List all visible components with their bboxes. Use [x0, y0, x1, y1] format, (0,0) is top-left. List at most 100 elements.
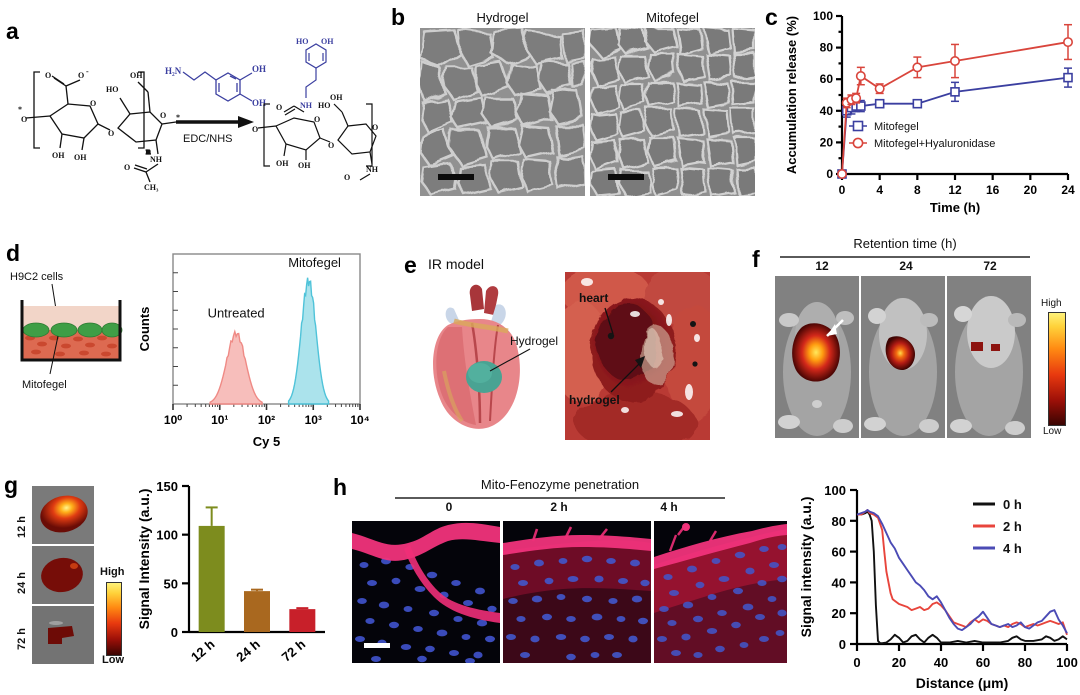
svg-text:O: O — [45, 71, 51, 80]
panel-label-c: c — [765, 4, 778, 30]
svg-text:HO: HO — [106, 85, 118, 94]
svg-text:20: 20 — [820, 135, 834, 149]
svg-text:O: O — [372, 123, 378, 132]
svg-text:*: * — [18, 105, 22, 114]
svg-text:OH: OH — [74, 153, 87, 162]
panel-h-col-0: 0 — [445, 500, 453, 514]
dapi-nuclei — [355, 557, 497, 663]
svg-text:40: 40 — [934, 655, 948, 670]
panel-g-row-72h: 72 h — [16, 628, 28, 651]
panel-a-chemistry: n O * O O - O OH OH — [18, 30, 383, 192]
svg-text:60: 60 — [832, 545, 846, 560]
svg-text:0: 0 — [839, 183, 846, 197]
panel-label-a: a — [6, 18, 19, 44]
svg-text:10¹: 10¹ — [211, 413, 228, 427]
svg-text:0 h: 0 h — [1003, 497, 1022, 512]
svg-text:CH₃: CH₃ — [144, 183, 159, 192]
svg-text:0: 0 — [839, 637, 846, 652]
svg-text:Mitofegel: Mitofegel — [874, 121, 919, 133]
scale-bar — [608, 174, 644, 180]
svg-text:80: 80 — [820, 41, 834, 55]
svg-text:O: O — [314, 115, 320, 124]
panel-f-col-24: 24 — [899, 259, 913, 273]
svg-text:2 h: 2 h — [1003, 519, 1022, 534]
fluor-image-0h — [352, 521, 500, 663]
svg-text:0: 0 — [171, 625, 178, 640]
signal-hotspot — [971, 342, 1000, 351]
panel-label-e: e — [404, 252, 417, 278]
svg-text:0: 0 — [853, 655, 860, 670]
svg-text:O: O — [276, 103, 282, 112]
svg-text:72 h: 72 h — [279, 636, 309, 664]
panel-d-schematic: H9C2 cells Mitofegel — [8, 268, 133, 408]
surface-signal — [503, 535, 651, 555]
fluor-image-2h — [503, 521, 651, 663]
svg-text:Distance (μm): Distance (μm) — [916, 675, 1009, 691]
svg-text:100: 100 — [156, 528, 178, 543]
svg-text:Mitofegel: Mitofegel — [288, 255, 341, 270]
heart-illustration — [433, 284, 531, 429]
svg-text:150: 150 — [156, 479, 178, 494]
signal-hotspot — [792, 323, 840, 382]
signal-hotspot — [885, 336, 915, 371]
panel-f-colorbar — [1048, 312, 1066, 426]
svg-text:Untreated: Untreated — [208, 306, 265, 321]
reaction-arrow — [176, 116, 254, 128]
heart-image-24h — [32, 546, 94, 604]
svg-text:40: 40 — [820, 104, 834, 118]
svg-text:O: O — [78, 71, 84, 80]
svg-text:O: O — [108, 129, 114, 138]
panel-label-b: b — [391, 4, 406, 30]
svg-text:O: O — [124, 163, 130, 172]
svg-text:OH: OH — [130, 71, 143, 80]
svg-text:n: n — [146, 147, 151, 156]
svg-text:100: 100 — [824, 483, 846, 498]
svg-text:40: 40 — [832, 575, 846, 590]
svg-text:-: - — [86, 67, 89, 76]
panel-f-header-rule — [780, 256, 1030, 258]
svg-text:OH: OH — [52, 151, 65, 160]
sem-title-mitofegel: Mitofegel — [646, 10, 699, 25]
svg-text:100: 100 — [1056, 655, 1078, 670]
svg-text:O: O — [160, 111, 166, 120]
panel-g-scale-low: Low — [102, 654, 124, 666]
svg-text:100: 100 — [813, 9, 833, 23]
svg-text:80: 80 — [832, 514, 846, 529]
schematic-label-mitofegel: Mitofegel — [22, 379, 67, 391]
svg-text:NH: NH — [300, 101, 313, 110]
svg-text:O: O — [21, 115, 27, 124]
panel-f-col-12: 12 — [815, 259, 829, 273]
panel-f-scale-high: High — [1041, 298, 1062, 309]
svg-text:*: * — [176, 113, 180, 122]
svg-text:20: 20 — [1024, 183, 1038, 197]
panel-g-row-12h: 12 h — [16, 516, 28, 539]
svg-text:20: 20 — [892, 655, 906, 670]
panel-label-h: h — [333, 474, 348, 500]
surgical-photo: heart hydrogel — [565, 272, 710, 440]
mouse-image-12h — [775, 276, 859, 438]
svg-text:OH: OH — [252, 64, 266, 74]
mouse-image-24h — [861, 276, 945, 438]
svg-text:4 h: 4 h — [1003, 541, 1022, 556]
svg-text:Counts: Counts — [137, 307, 152, 352]
svg-text:O: O — [252, 125, 258, 134]
svg-text:10⁰: 10⁰ — [164, 413, 182, 427]
panel-g-bar-chart: 0 50 100 150 12 h 24 h 72 h Signal Intensity (a… — [135, 472, 335, 695]
product-catechol: HO OH NH — [296, 37, 334, 110]
panel-d-flow-chart: 10⁰ 10¹ 10² 10³ 10⁴ Counts Cy 5 Untreated Mitofe… — [135, 244, 370, 449]
sem-image-hydrogel — [420, 28, 585, 196]
svg-text:HO: HO — [318, 101, 330, 110]
svg-text:60: 60 — [820, 72, 834, 86]
fluor-image-4h — [654, 521, 787, 663]
dopamine-reagent: H₂N OH OH — [165, 64, 266, 108]
hydrogel-annotation: Hydrogel — [510, 334, 558, 348]
svg-text:80: 80 — [1018, 655, 1032, 670]
svg-text:10²: 10² — [258, 413, 275, 427]
panel-label-f: f — [752, 246, 760, 272]
svg-text:20: 20 — [832, 606, 846, 621]
svg-text:OH: OH — [330, 93, 343, 102]
svg-text:Mitofegel+Hyaluronidase: Mitofegel+Hyaluronidase — [874, 138, 995, 150]
svg-text:O: O — [344, 173, 350, 182]
surface-signal — [654, 524, 787, 569]
